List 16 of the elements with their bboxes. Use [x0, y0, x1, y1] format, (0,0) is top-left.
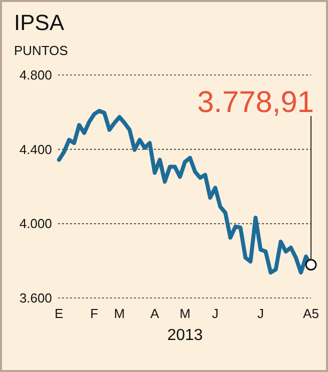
y-tick-label: 4.400 — [19, 142, 52, 157]
x-tick-label: J — [212, 306, 218, 321]
x-tick-label: E — [54, 306, 64, 321]
x-tick-label: M — [114, 306, 125, 321]
y-tick-label: 3.600 — [19, 290, 52, 306]
x-axis-title: 2013 — [167, 327, 203, 344]
x-tick-label: F — [90, 306, 98, 321]
x-tick-label: A5 — [303, 306, 319, 321]
x-tick-label: A — [150, 306, 160, 321]
y-axis-title: PUNTOS — [14, 43, 68, 58]
y-tick-label: 4.000 — [19, 216, 52, 232]
chart-title: IPSA — [14, 10, 64, 35]
x-tick-label: M — [180, 306, 190, 321]
x-tick-label: J — [257, 306, 264, 321]
annotation: 3.778,91 — [197, 86, 314, 119]
y-tick-label: 4.800 — [19, 68, 52, 82]
